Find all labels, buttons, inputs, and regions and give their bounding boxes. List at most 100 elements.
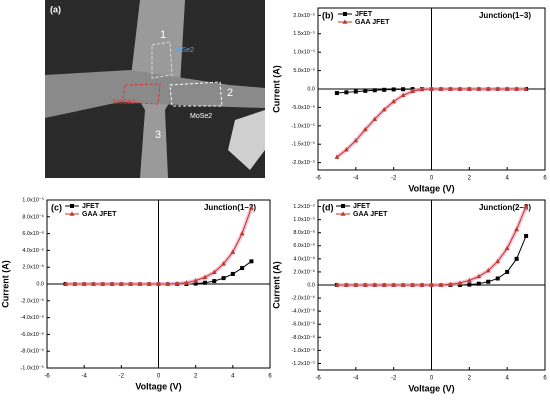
x-tick-label: 0 bbox=[430, 176, 434, 182]
x-tick-label: -2 bbox=[391, 376, 397, 382]
y-tick-label: 6.0x10⁻⁶ bbox=[293, 242, 315, 249]
y-tick-label: 8.0x10⁻⁶ bbox=[293, 229, 315, 236]
panel-label: (c) bbox=[51, 202, 62, 212]
material-label: WSe2 bbox=[175, 47, 194, 54]
outline bbox=[169, 81, 223, 107]
marker bbox=[230, 271, 235, 276]
marker bbox=[239, 231, 245, 236]
marker bbox=[514, 226, 520, 232]
marker bbox=[429, 86, 434, 91]
y-tick-label: 1.0x10⁻⁵ bbox=[293, 216, 315, 223]
marker bbox=[495, 86, 501, 91]
marker bbox=[63, 281, 68, 286]
y-tick-label: -4.0x10⁻⁶ bbox=[291, 308, 315, 315]
legend-label: JFET bbox=[353, 203, 371, 210]
y-tick-label: 2.0x10⁻⁵ bbox=[293, 12, 315, 19]
marker bbox=[343, 282, 349, 287]
marker bbox=[353, 137, 359, 143]
x-tick-label: -6 bbox=[44, 374, 50, 380]
y-tick-label: -6.0x10⁻⁶ bbox=[291, 321, 315, 328]
y-tick-label: -6.0x10⁻⁶ bbox=[20, 331, 44, 338]
marker bbox=[429, 282, 434, 287]
y-tick-label: -4.0x10⁻⁶ bbox=[20, 314, 44, 321]
y-tick-label: -5.0x10⁻⁶ bbox=[291, 104, 315, 111]
marker bbox=[391, 282, 397, 287]
material-label: MoSe2 bbox=[190, 113, 212, 120]
panel-label: (a) bbox=[50, 4, 61, 14]
marker bbox=[391, 87, 396, 92]
marker bbox=[466, 86, 472, 91]
y-tick-label: 2.0x10⁻⁶ bbox=[293, 268, 315, 275]
x-tick-label: 2 bbox=[194, 374, 198, 380]
marker bbox=[249, 259, 254, 264]
y-tick-label: 0.0 bbox=[36, 281, 44, 287]
marker bbox=[81, 281, 87, 286]
x-tick-label: -4 bbox=[353, 376, 359, 382]
legend-label: GAA JFET bbox=[82, 211, 117, 218]
marker bbox=[400, 282, 406, 287]
marker bbox=[523, 86, 529, 91]
marker bbox=[466, 277, 472, 283]
marker bbox=[221, 261, 226, 266]
x-tick-label: 0 bbox=[430, 376, 434, 382]
marker bbox=[221, 276, 226, 281]
legend-marker bbox=[343, 12, 347, 16]
y-tick-label: 8.0x10⁻⁶ bbox=[22, 213, 44, 220]
marker bbox=[438, 86, 444, 91]
marker bbox=[476, 273, 482, 279]
marker bbox=[486, 279, 491, 284]
marker bbox=[372, 88, 377, 93]
x-tick-label: -4 bbox=[353, 176, 359, 182]
micrograph: (a) 1 2 3 WSe2 MoSe2 MoSe2 bbox=[45, 0, 265, 178]
marker bbox=[91, 281, 96, 286]
marker bbox=[249, 204, 254, 210]
marker bbox=[137, 281, 143, 286]
marker bbox=[202, 274, 208, 280]
marker bbox=[118, 281, 124, 286]
marker bbox=[362, 282, 368, 287]
legend-marker bbox=[69, 211, 75, 216]
marker bbox=[448, 281, 453, 287]
y-tick-label: -2.0x10⁻⁶ bbox=[291, 295, 315, 302]
y-tick-label: 6.0x10⁻⁶ bbox=[22, 230, 44, 237]
marker bbox=[372, 282, 378, 287]
y-tick-label: 0.0 bbox=[307, 282, 315, 288]
x-axis-label: Voltage (V) bbox=[408, 183, 454, 193]
marker bbox=[391, 98, 397, 104]
legend-marker bbox=[70, 204, 74, 208]
marker bbox=[382, 87, 387, 92]
marker bbox=[381, 107, 387, 112]
legend-label: JFET bbox=[82, 203, 100, 210]
marker bbox=[438, 282, 444, 287]
y-tick-label: 1.2x10⁻⁵ bbox=[293, 203, 315, 210]
x-axis-label: Voltage (V) bbox=[408, 383, 454, 393]
region-label: 1 bbox=[160, 29, 166, 41]
y-tick-label: -1.5x10⁻⁵ bbox=[291, 141, 315, 148]
marker bbox=[419, 282, 425, 287]
outline bbox=[151, 41, 173, 79]
legend-marker bbox=[342, 19, 348, 24]
marker bbox=[363, 88, 368, 93]
marker bbox=[165, 281, 171, 286]
y-axis-label: Current (A) bbox=[271, 261, 281, 309]
marker bbox=[476, 86, 482, 91]
marker bbox=[419, 86, 425, 92]
marker bbox=[202, 280, 207, 285]
marker bbox=[523, 203, 529, 209]
marker bbox=[109, 281, 115, 286]
y-tick-label: -1.0x10⁻⁵ bbox=[20, 364, 44, 371]
x-tick-label: 6 bbox=[543, 176, 547, 182]
x-tick-label: -4 bbox=[81, 374, 87, 380]
marker bbox=[457, 280, 463, 285]
y-tick-label: 1.0x10⁻⁵ bbox=[22, 196, 44, 203]
y-tick-label: 4.0x10⁻⁶ bbox=[22, 247, 44, 254]
x-tick-label: 2 bbox=[468, 376, 472, 382]
panel-label: (d) bbox=[322, 202, 334, 212]
chart-title: Junction(1–3) bbox=[479, 11, 531, 20]
marker bbox=[146, 281, 152, 286]
marker bbox=[353, 282, 359, 287]
chart-title: Junction(2–3) bbox=[479, 203, 531, 212]
x-tick-label: 6 bbox=[268, 374, 272, 380]
x-tick-label: -6 bbox=[315, 376, 321, 382]
